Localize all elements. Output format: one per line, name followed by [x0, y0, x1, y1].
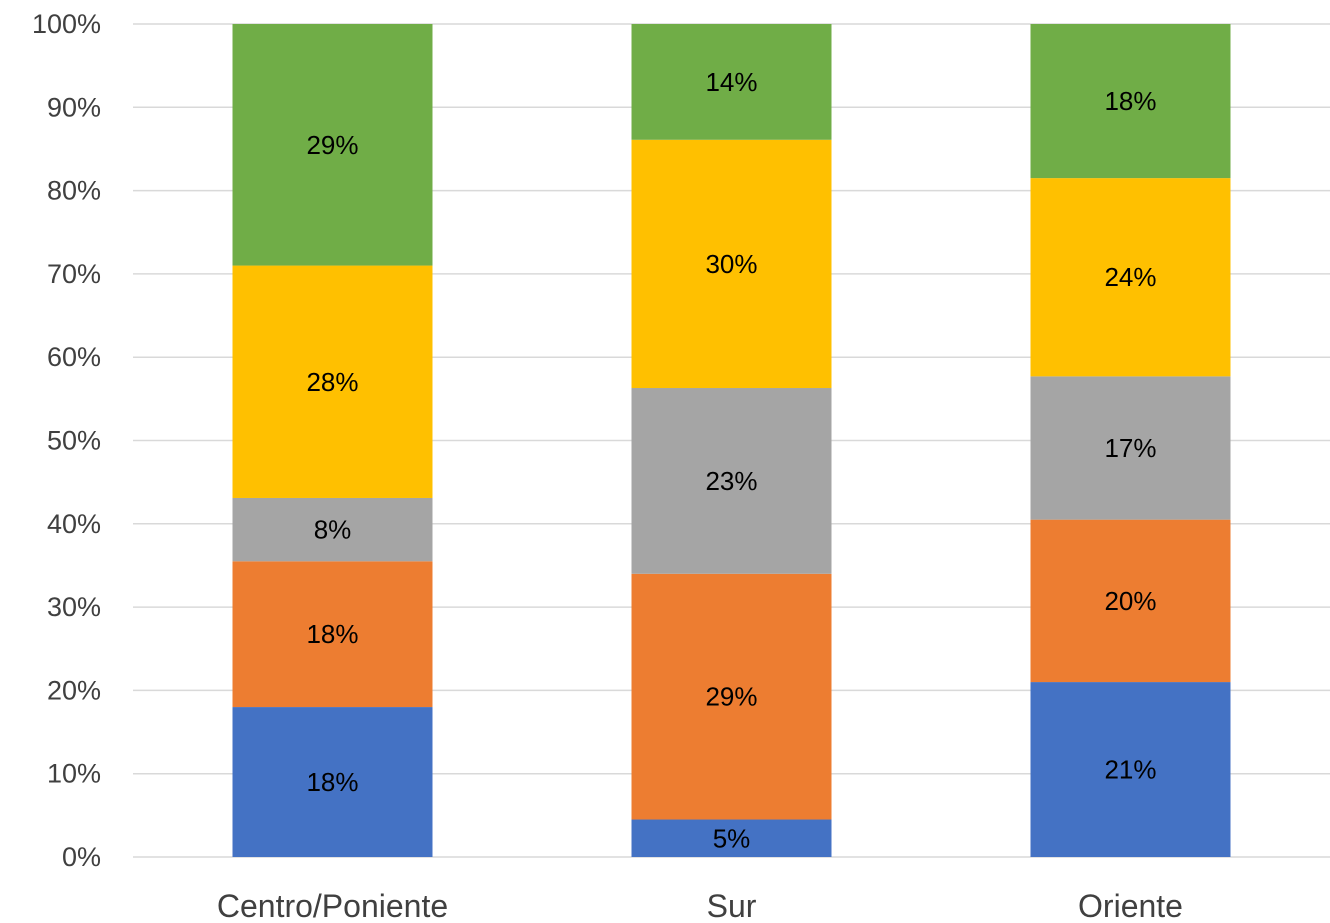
data-label: 14%	[705, 67, 757, 97]
bar-segment	[631, 139, 832, 389]
y-tick-label: 90%	[47, 92, 101, 122]
bar-segment	[1030, 519, 1231, 683]
bar-segment	[631, 24, 832, 140]
data-label: 8%	[314, 515, 352, 545]
y-tick-label: 30%	[47, 592, 101, 622]
bar-segment	[232, 265, 433, 498]
bar-segment	[631, 573, 832, 820]
y-axis-ticks: 0% 10% 20% 30% 40% 50% 60% 70% 80% 90% 100%	[32, 9, 101, 872]
data-labels: 18% 18% 8% 28% 29% 5% 29% 23% 30% 14% 21% 20% 17% 24%…	[306, 67, 1156, 853]
bar-segment	[1030, 376, 1231, 520]
bar-segment	[232, 707, 433, 857]
data-label: 20%	[1104, 586, 1156, 616]
bars	[232, 24, 1231, 857]
y-tick-label: 60%	[47, 342, 101, 372]
y-tick-label: 70%	[47, 259, 101, 289]
data-label: 18%	[306, 767, 358, 797]
data-label: 18%	[1104, 86, 1156, 116]
bar-segment	[1030, 682, 1231, 857]
y-tick-label: 100%	[32, 9, 101, 39]
data-label: 24%	[1104, 262, 1156, 292]
data-label: 21%	[1104, 755, 1156, 785]
data-label: 30%	[705, 249, 757, 279]
y-tick-label: 0%	[62, 842, 101, 872]
bar-segment	[1030, 178, 1231, 377]
data-label: 29%	[306, 130, 358, 160]
data-label: 23%	[705, 466, 757, 496]
data-label: 5%	[713, 823, 751, 853]
y-tick-label: 40%	[47, 509, 101, 539]
x-tick-label: Sur	[707, 888, 757, 923]
x-tick-label: Oriente	[1078, 888, 1183, 923]
x-tick-label: Centro/Poniente	[217, 888, 448, 923]
data-label: 28%	[306, 367, 358, 397]
y-tick-label: 80%	[47, 176, 101, 206]
bar-segment	[631, 388, 832, 574]
x-axis-ticks: Centro/Poniente Sur Oriente	[217, 888, 1183, 923]
data-label: 18%	[306, 619, 358, 649]
bar-segment	[232, 561, 433, 708]
bar-segment	[631, 819, 832, 857]
y-tick-label: 20%	[47, 675, 101, 705]
bar-segment	[232, 24, 433, 266]
data-label: 29%	[705, 682, 757, 712]
y-tick-label: 50%	[47, 426, 101, 456]
bar-segment	[232, 497, 433, 562]
data-label: 17%	[1104, 433, 1156, 463]
y-tick-label: 10%	[47, 759, 101, 789]
bar-segment	[1030, 24, 1231, 179]
